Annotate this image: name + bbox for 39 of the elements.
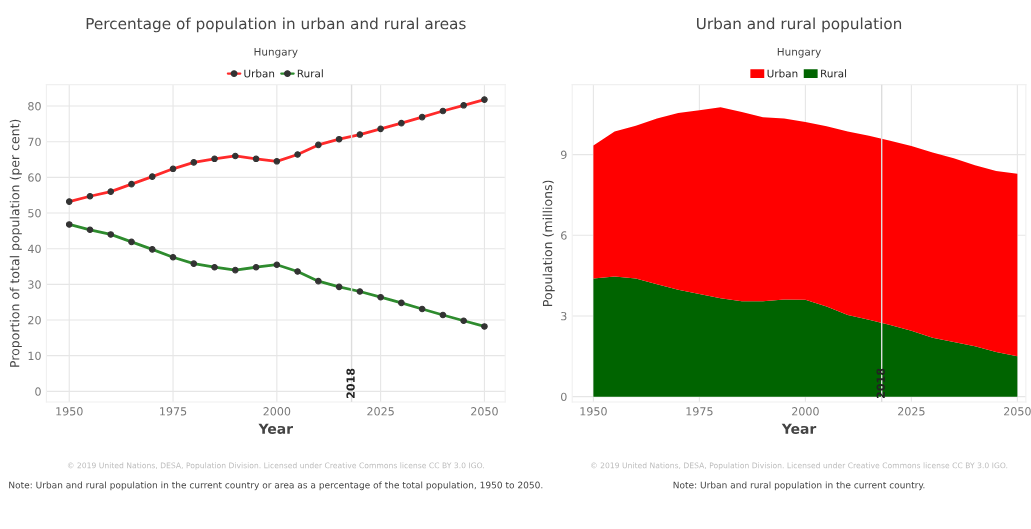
x-tick-label: 2025 [898,407,925,416]
x-tick-label: 2000 [263,407,291,416]
x-tick-label: 1950 [56,407,83,416]
x-axis-title: Year [781,423,817,434]
legend-label: Urban [767,69,798,78]
chart-title: Urban and rural population [697,17,902,33]
x-tick-label: 1950 [580,407,607,416]
y-tick-label: 30 [28,280,41,289]
y-tick-label: 3 [561,311,567,321]
y-tick-label: 50 [28,209,41,218]
chart-subtitle: Hungary [254,47,298,58]
y-tick-label: 9 [560,150,567,159]
y-tick-label: 6 [561,231,567,240]
y-tick-label: 70 [28,137,41,147]
chart-title: Percentage of population in urban and rural areas [86,17,466,33]
y-tick-label: 40 [27,244,41,254]
y-tick-label: 80 [28,102,41,111]
x-tick-label: 2025 [367,407,394,416]
text: Note: Urban and rural population in the current country. [673,481,925,491]
x-tick-label: 2050 [471,407,498,416]
ref-line-label: 2018 [346,368,355,398]
x-tick-label: 1975 [160,407,187,416]
y-tick-label: 60 [28,173,41,182]
text: Note: Urban and rural population in the current country or area as a percentage of the total population, 1950 to 2050. [9,481,543,491]
chart-subtitle: Hungary [777,47,821,58]
x-tick-label: 2000 [792,407,819,416]
y-axis-title: Proportion of total population (per cent) [9,119,22,367]
x-tick-label: 1975 [686,407,713,416]
legend-label: Rural [297,69,323,78]
ref-line-label: 2018 [876,368,885,398]
legend-label: Urban [244,69,275,78]
legend-label: Rural [821,69,847,78]
x-axis-title: Year [258,423,293,434]
y-tick-label: 10 [28,351,41,361]
y-tick-label: 0 [561,392,567,402]
y-axis-title: Population (millions) [542,180,555,306]
y-tick-label: 20 [28,315,41,325]
y-tick-label: 0 [35,387,41,396]
x-tick-label: 2050 [1004,407,1031,416]
